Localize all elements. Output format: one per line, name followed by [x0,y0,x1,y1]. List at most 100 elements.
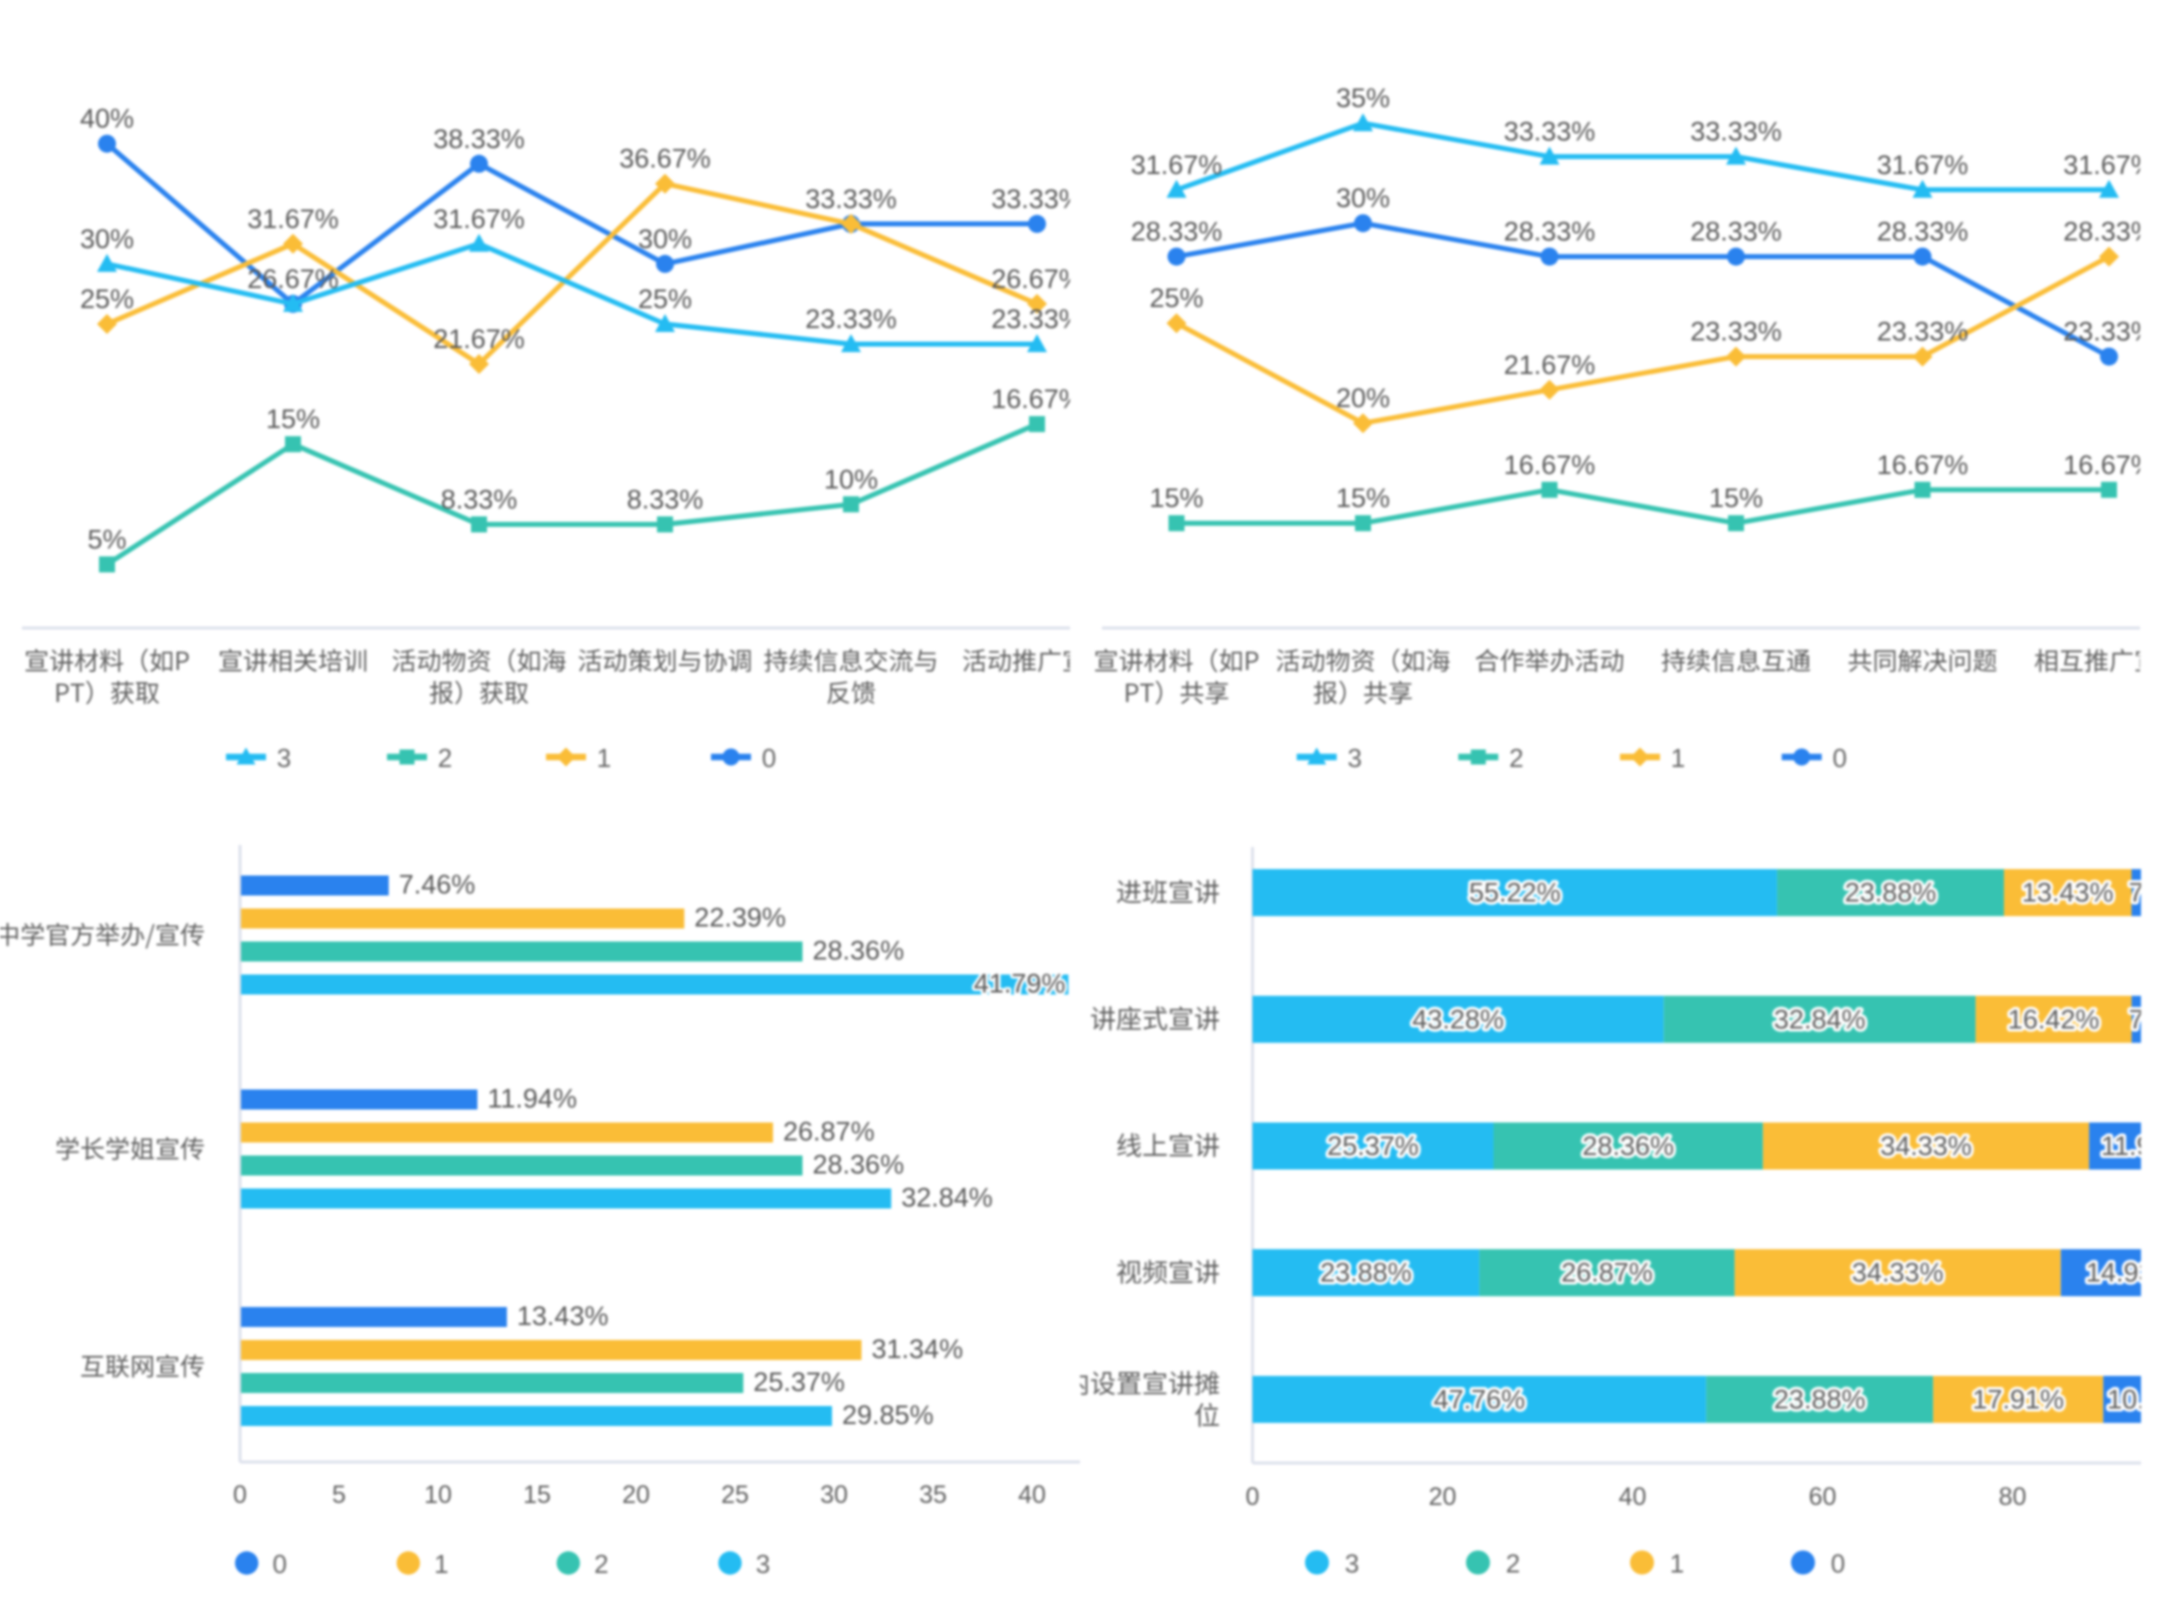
svg-text:5%: 5% [87,524,126,554]
svg-text:31.67%: 31.67% [2063,150,2140,180]
svg-text:10%: 10% [824,464,878,494]
svg-text:29.85%: 29.85% [842,1400,934,1430]
svg-text:23.88%: 23.88% [1774,1384,1866,1414]
svg-text:28.33%: 28.33% [1504,217,1596,247]
svg-text:1: 1 [1670,1549,1684,1579]
svg-text:3: 3 [277,743,291,773]
svg-text:33.33%: 33.33% [1504,117,1596,147]
svg-text:0: 0 [1246,1483,1260,1511]
svg-text:11.94%: 11.94% [487,1084,577,1114]
svg-text:23.33%: 23.33% [1877,317,1969,347]
svg-text:25%: 25% [638,284,692,314]
svg-text:3: 3 [1345,1549,1359,1579]
svg-text:41.79%: 41.79% [974,969,1066,999]
svg-text:15%: 15% [266,404,320,434]
svg-text:13.43%: 13.43% [517,1301,609,1331]
svg-text:43.28%: 43.28% [1412,1004,1504,1034]
svg-text:40: 40 [1018,1481,1046,1509]
svg-text:16.67%: 16.67% [1877,450,1969,480]
svg-text:14.93%: 14.93% [2086,1258,2141,1288]
svg-text:16.67%: 16.67% [2063,450,2140,480]
svg-text:25%: 25% [80,284,134,314]
svg-text:23.33%: 23.33% [991,304,1070,334]
svg-text:28.36%: 28.36% [1582,1131,1674,1161]
svg-text:8.33%: 8.33% [627,484,704,514]
svg-text:28.33%: 28.33% [1690,217,1782,247]
svg-text:7.46%: 7.46% [2129,1004,2141,1034]
svg-text:28.33%: 28.33% [1131,217,1223,247]
svg-text:35%: 35% [1336,83,1390,113]
svg-text:23.88%: 23.88% [1320,1258,1412,1288]
svg-text:16.67%: 16.67% [1504,450,1596,480]
svg-text:15%: 15% [1709,483,1763,513]
svg-text:15: 15 [523,1481,551,1509]
svg-text:30%: 30% [80,224,134,254]
svg-text:28.33%: 28.33% [1877,217,1969,247]
svg-text:28.36%: 28.36% [813,936,905,966]
svg-text:35: 35 [919,1481,947,1509]
svg-text:0: 0 [1832,743,1846,773]
svg-text:23.33%: 23.33% [2063,317,2140,347]
svg-text:20%: 20% [1336,383,1390,413]
svg-text:25: 25 [721,1481,749,1509]
svg-text:7.46%: 7.46% [399,870,476,900]
svg-text:38.33%: 38.33% [433,124,525,154]
svg-text:26.67%: 26.67% [991,264,1070,294]
svg-text:32.84%: 32.84% [1774,1004,1866,1034]
svg-text:0: 0 [762,743,776,773]
svg-text:8.33%: 8.33% [441,484,518,514]
svg-text:26.87%: 26.87% [1561,1258,1653,1288]
svg-text:40%: 40% [80,104,134,134]
svg-text:16.67%: 16.67% [991,384,1070,414]
svg-text:31.67%: 31.67% [1131,150,1223,180]
svg-text:31.67%: 31.67% [247,204,339,234]
svg-text:30%: 30% [638,224,692,254]
svg-text:26.87%: 26.87% [783,1117,875,1147]
svg-text:16.42%: 16.42% [2008,1004,2100,1034]
svg-text:33.33%: 33.33% [991,184,1070,214]
svg-text:30%: 30% [1336,183,1390,213]
svg-text:23.33%: 23.33% [1690,317,1782,347]
svg-text:32.84%: 32.84% [901,1183,993,1213]
svg-text:1: 1 [1671,743,1685,773]
svg-text:2: 2 [438,743,452,773]
svg-text:34.33%: 34.33% [1852,1258,1944,1288]
svg-text:31.67%: 31.67% [1877,150,1969,180]
svg-text:17.91%: 17.91% [1972,1384,2064,1414]
svg-text:22.39%: 22.39% [694,903,786,933]
svg-text:2: 2 [1506,1549,1520,1579]
svg-text:34.33%: 34.33% [1880,1131,1972,1161]
svg-text:2: 2 [1509,743,1523,773]
svg-text:28.36%: 28.36% [813,1150,905,1180]
svg-text:21.67%: 21.67% [1504,350,1596,380]
svg-text:3: 3 [1347,743,1361,773]
svg-text:10: 10 [424,1481,452,1509]
svg-text:2: 2 [594,1549,608,1579]
svg-text:33.33%: 33.33% [805,184,897,214]
svg-text:0: 0 [233,1481,247,1509]
svg-text:15%: 15% [1336,483,1390,513]
svg-text:0: 0 [272,1549,286,1579]
svg-text:1: 1 [597,743,611,773]
svg-text:33.33%: 33.33% [1690,117,1782,147]
svg-text:30: 30 [820,1481,848,1509]
svg-text:23.33%: 23.33% [805,304,897,334]
svg-text:80: 80 [1999,1483,2027,1511]
svg-text:31.67%: 31.67% [433,204,525,234]
svg-text:10.45%: 10.45% [2107,1384,2141,1414]
svg-text:47.76%: 47.76% [1434,1384,1526,1414]
svg-text:28.33%: 28.33% [2063,217,2140,247]
svg-text:20: 20 [1429,1483,1457,1511]
svg-text:1: 1 [434,1549,448,1579]
svg-text:31.34%: 31.34% [872,1334,964,1364]
svg-text:40: 40 [1619,1483,1647,1511]
svg-text:55.22%: 55.22% [1469,878,1561,908]
svg-text:20: 20 [622,1481,650,1509]
svg-text:5: 5 [332,1481,346,1509]
svg-text:60: 60 [1809,1483,1837,1511]
svg-text:3: 3 [756,1549,770,1579]
svg-text:11.94%: 11.94% [2101,1131,2141,1161]
svg-text:25.37%: 25.37% [1327,1131,1419,1161]
svg-text:0: 0 [1831,1549,1845,1579]
svg-text:36.67%: 36.67% [619,144,711,174]
